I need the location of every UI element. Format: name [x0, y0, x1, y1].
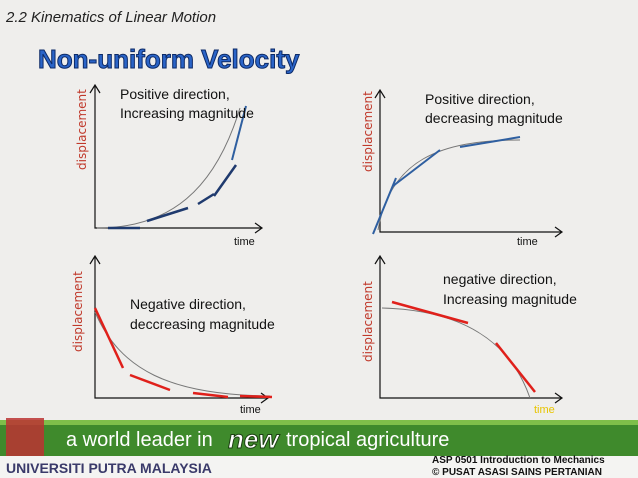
caption: Positive direction, — [120, 86, 230, 102]
tangent-line — [459, 136, 521, 148]
axes — [374, 254, 564, 404]
x-label: time — [534, 404, 555, 416]
slogan: a world leader in — [66, 429, 213, 451]
tangent-line — [192, 391, 229, 399]
caption: deccreasing magnitude — [130, 316, 275, 332]
footer: a world leader in new tropical agricultu… — [0, 418, 638, 478]
copyright: © PUSAT ASASI SAINS PERTANIAN — [432, 467, 602, 478]
tangent-line — [93, 307, 125, 369]
caption: decreasing magnitude — [425, 110, 563, 126]
tangent-line — [391, 300, 469, 325]
y-label: displacement — [361, 281, 375, 362]
caption: Negative direction, — [130, 296, 246, 312]
curve — [381, 307, 531, 399]
tangents — [391, 300, 536, 393]
slide-title: Non-uniform Velocity — [38, 44, 300, 74]
tangent-line — [392, 149, 441, 187]
section-heading: 2.2 Kinematics of Linear Motion — [5, 9, 216, 26]
tangents — [108, 105, 247, 230]
background — [0, 0, 638, 420]
panel-1: Positive direction, Increasing magnitude… — [75, 83, 264, 248]
tangents — [93, 307, 273, 399]
tangent-line — [495, 342, 536, 393]
panel-3: Negative direction, deccreasing magnitud… — [71, 254, 275, 416]
y-label: displacement — [71, 271, 85, 352]
university: UNIVERSITI PUTRA MALAYSIA — [6, 460, 212, 476]
logo — [6, 418, 44, 458]
tangents — [372, 136, 521, 235]
panel-4: negative direction, Increasing magnitude… — [361, 254, 577, 416]
y-label: displacement — [75, 89, 89, 170]
tangent-line — [239, 394, 273, 399]
slogan: tropical agriculture — [286, 429, 449, 451]
footer-stripe — [0, 420, 638, 425]
panel-2: Positive direction, decreasing magnitude… — [361, 88, 564, 248]
course: ASP 0501 Introduction to Mechanics — [432, 455, 605, 466]
x-label: time — [240, 404, 261, 416]
tangent-line — [231, 105, 247, 161]
caption: Increasing magnitude — [120, 105, 254, 121]
slogan-highlight: new — [228, 424, 280, 454]
x-label: time — [234, 236, 255, 248]
caption: Positive direction, — [425, 91, 535, 107]
tangent-line — [197, 192, 215, 206]
footer-band — [0, 420, 638, 456]
footer-bottom — [0, 456, 638, 478]
axes — [374, 88, 564, 238]
tangent-line — [129, 373, 171, 392]
curve — [96, 107, 241, 229]
tangent-line — [146, 206, 189, 223]
x-label: time — [517, 236, 538, 248]
tangent-line — [372, 177, 397, 235]
axes — [89, 83, 264, 234]
y-label: displacement — [361, 91, 375, 172]
caption: Increasing magnitude — [443, 291, 577, 307]
tangent-line — [212, 164, 238, 197]
caption: negative direction, — [443, 271, 557, 287]
